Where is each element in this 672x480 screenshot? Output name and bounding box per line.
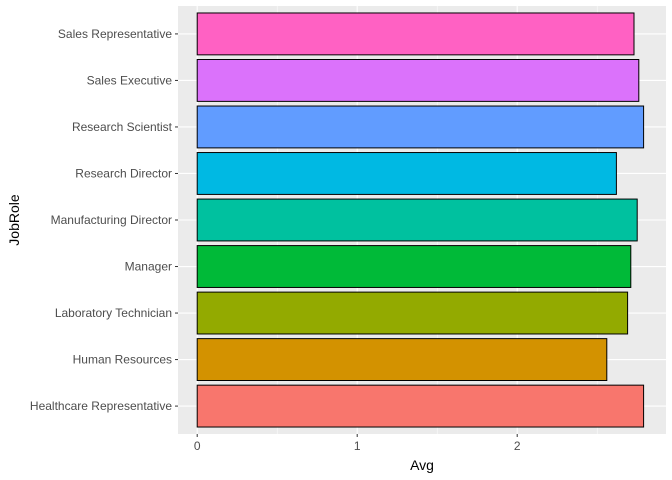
y-tick-label: Laboratory Technician <box>55 306 172 320</box>
bar <box>196 291 629 335</box>
bar <box>196 384 645 428</box>
bar <box>196 152 617 195</box>
x-tick-label: 0 <box>194 439 201 453</box>
y-tick-label: Sales Executive <box>87 73 173 87</box>
y-tick-label: Human Resources <box>73 353 172 367</box>
y-axis-ticks: Healthcare Representative Human Resources… <box>30 27 178 413</box>
bars <box>196 12 645 428</box>
y-tick-label: Healthcare Representative <box>30 399 172 413</box>
bar <box>196 245 632 288</box>
x-axis-ticks: 0 1 2 <box>194 434 521 453</box>
y-tick-label: Manufacturing Director <box>51 213 172 227</box>
bar <box>196 59 640 102</box>
y-axis-title: JobRole <box>6 194 22 246</box>
x-axis-title: Avg <box>410 457 434 473</box>
bar <box>196 105 645 149</box>
bar <box>196 338 608 381</box>
bar <box>196 12 635 56</box>
x-tick-label: 1 <box>354 439 361 453</box>
y-tick-label: Manager <box>125 260 172 274</box>
y-tick-label: Research Scientist <box>72 120 173 134</box>
bar <box>196 198 638 242</box>
y-tick-label: Research Director <box>75 166 172 180</box>
y-tick-label: Sales Representative <box>58 27 172 41</box>
x-tick-label: 2 <box>514 439 521 453</box>
